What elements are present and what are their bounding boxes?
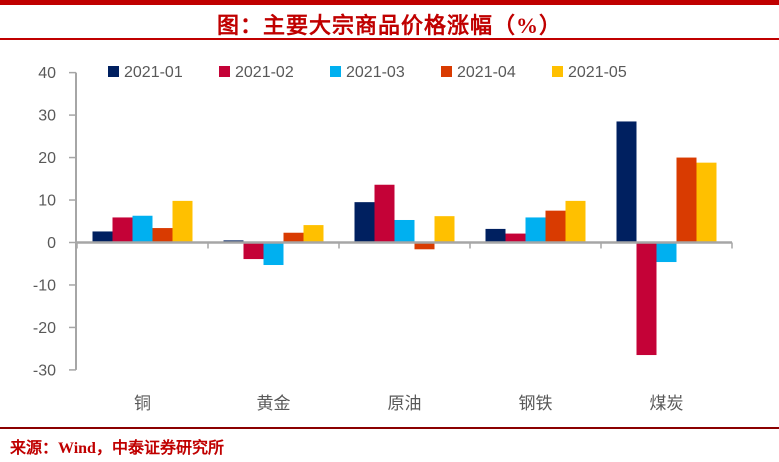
source-note: 来源：Wind，中泰证券研究所	[10, 440, 224, 457]
bar-原油-2021-04	[414, 242, 435, 250]
bar-煤炭-2021-05	[696, 162, 717, 243]
legend-swatch	[219, 66, 230, 77]
bar-煤炭-2021-04	[676, 157, 697, 243]
x-axis-category-label: 钢铁	[519, 394, 553, 413]
x-axis-category-label: 黄金	[257, 394, 291, 413]
y-axis-tick-label: 40	[38, 65, 56, 82]
bar-钢铁-2021-01	[485, 228, 506, 243]
bar-钢铁-2021-02	[505, 233, 526, 243]
x-axis-category-label: 铜	[134, 394, 151, 413]
legend-label: 2021-02	[235, 64, 294, 81]
bar-铜-2021-04	[152, 228, 173, 243]
bar-钢铁-2021-03	[525, 217, 546, 243]
legend-label: 2021-03	[346, 64, 405, 81]
bar-铜-2021-02	[112, 217, 133, 243]
x-axis-category-label: 煤炭	[650, 394, 684, 413]
bar-铜-2021-05	[172, 200, 193, 243]
footer-divider	[0, 427, 779, 429]
x-axis-category-label: 原油	[388, 394, 422, 413]
y-axis-tick-label: -30	[33, 362, 56, 379]
y-axis-tick-label: 20	[38, 150, 56, 167]
y-axis-tick-label: 10	[38, 193, 56, 210]
bar-钢铁-2021-04	[545, 210, 566, 243]
legend-swatch	[108, 66, 119, 77]
legend-swatch	[330, 66, 341, 77]
bar-原油-2021-02	[374, 184, 395, 243]
bar-煤炭-2021-02	[636, 242, 657, 356]
y-axis-tick-label: 30	[38, 108, 56, 125]
bar-原油-2021-05	[434, 216, 455, 243]
title-divider	[0, 38, 779, 40]
y-axis-tick-label: -20	[33, 320, 56, 337]
legend-label: 2021-04	[457, 64, 516, 81]
bar-原油-2021-03	[394, 219, 415, 243]
legend-label: 2021-01	[124, 64, 183, 81]
bar-黄金-2021-05	[303, 225, 324, 243]
y-axis-tick-label: 0	[47, 235, 56, 252]
bar-黄金-2021-04	[283, 232, 304, 243]
y-axis-tick-label: -10	[33, 277, 56, 294]
legend-swatch	[552, 66, 563, 77]
bar-黄金-2021-03	[263, 242, 284, 266]
legend-label: 2021-05	[568, 64, 627, 81]
bar-原油-2021-01	[354, 202, 375, 243]
bar-铜-2021-01	[92, 231, 113, 243]
bar-钢铁-2021-05	[565, 200, 586, 243]
bar-煤炭-2021-01	[616, 121, 637, 243]
bar-铜-2021-03	[132, 215, 153, 243]
chart-title: 图：主要大宗商品价格涨幅（%）	[216, 13, 562, 38]
legend-swatch	[441, 66, 452, 77]
bar-煤炭-2021-03	[656, 242, 677, 263]
top-accent-bar	[0, 0, 779, 5]
bar-黄金-2021-02	[243, 242, 264, 260]
